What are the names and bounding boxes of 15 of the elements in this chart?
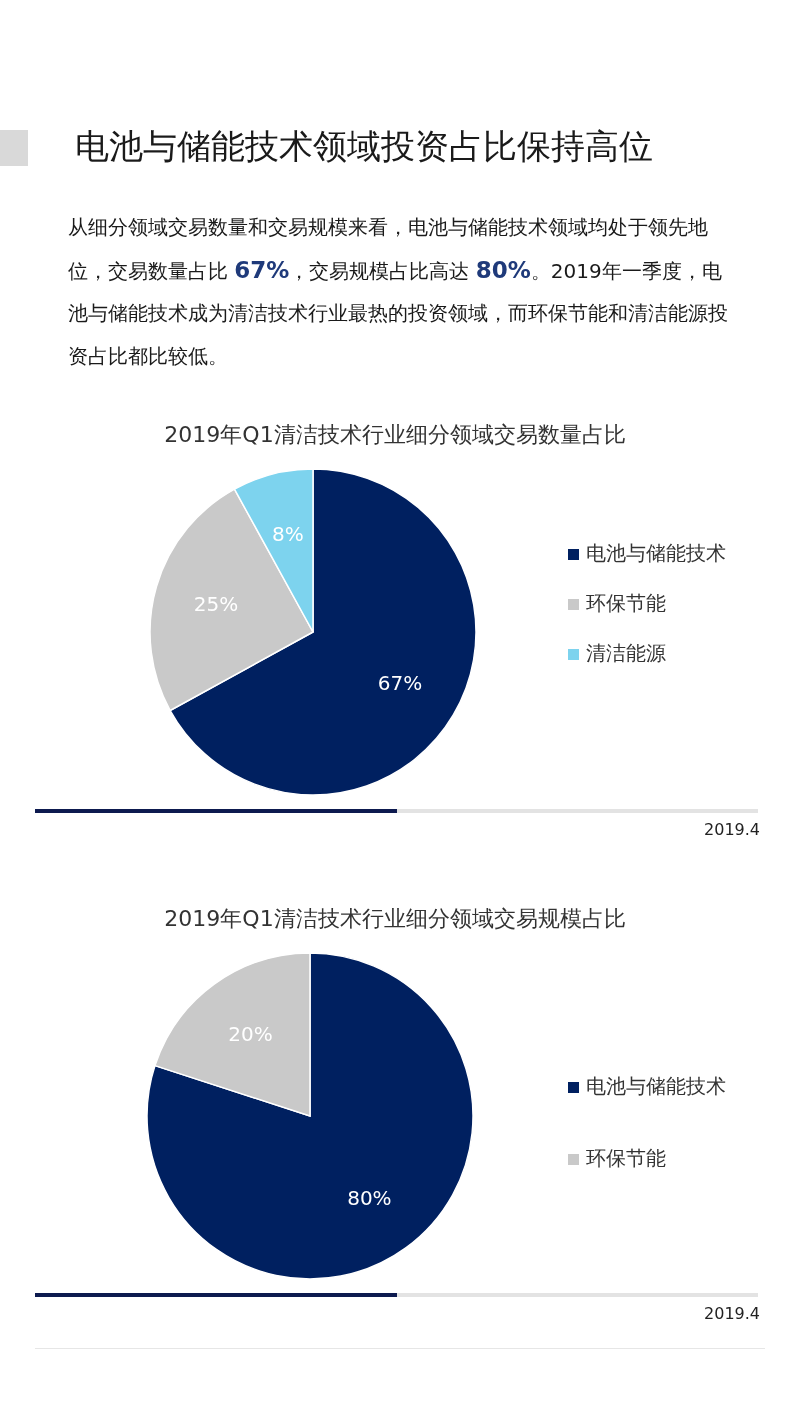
chart-title: 2019年Q1清洁技术行业细分领域交易数量占比 [164, 422, 626, 447]
legend-label: 清洁能源 [586, 641, 666, 665]
text: 从细分领域交易数量和交易规模来看，电池与储能技术领域均处于领先地位，交易数量占比 67%，交易规模占比高达 80%。2019年一季度，电池与储能技术成为清洁技术行业最热的投资领域，而环保节能和清洁能源投资占比都比较低。 [68, 215, 728, 368]
legend-label: 环保节能 [586, 1146, 666, 1170]
text: 2019.4 [704, 820, 760, 839]
data-label: 80% [347, 1185, 392, 1210]
legend-label: 电池与储能技术 [586, 1074, 726, 1098]
chart-title: 2019年Q1清洁技术行业细分领域交易规模占比 [164, 906, 626, 931]
data-label: 67% [377, 671, 423, 696]
pie-slice [146, 952, 474, 1280]
data-label: 8% [272, 522, 304, 547]
text: 2019.4 [704, 1304, 760, 1323]
legend-label: 电池与储能技术 [586, 541, 726, 565]
text: 电池与储能技术领域投资占比保持高位 [75, 126, 653, 166]
legend-label: 环保节能 [586, 591, 666, 615]
